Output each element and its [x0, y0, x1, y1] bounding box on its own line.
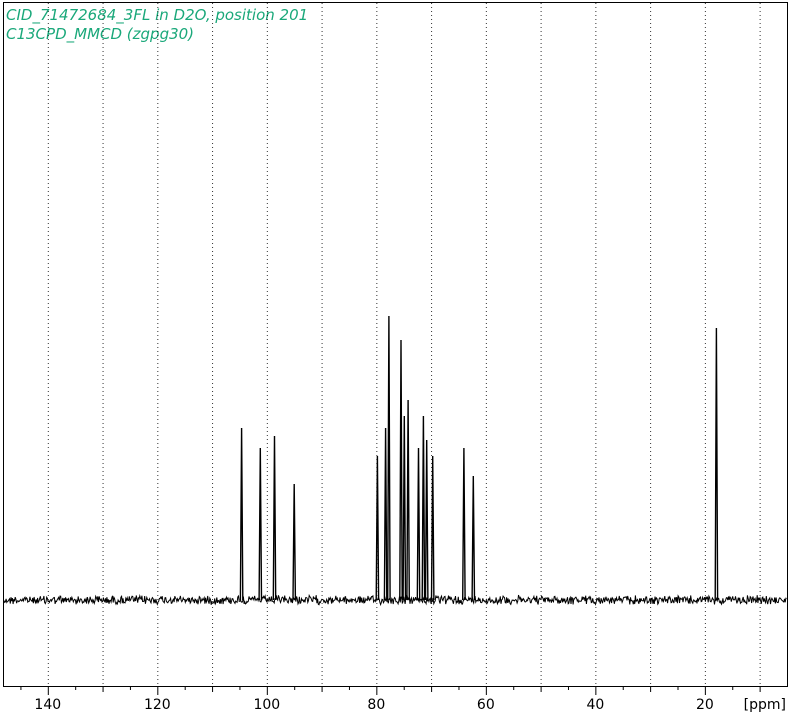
peak-6 [387, 315, 391, 601]
peak-0 [239, 427, 244, 601]
peak-1 [258, 447, 263, 601]
x-tick-label-40: 40 [586, 697, 604, 713]
chart-subtitle: C13CPD_MMCD (zgpg30) [6, 25, 195, 43]
peak-5 [383, 427, 388, 601]
peak-9 [406, 399, 410, 601]
peak-14 [462, 447, 466, 601]
x-tick-label-140: 140 [34, 697, 61, 713]
plot-frame [3, 2, 788, 687]
chart-title: CID_71472684_3FL in D2O, position 201 [6, 6, 309, 24]
x-axis-label: [ppm] [744, 697, 786, 713]
peak-11 [421, 415, 426, 601]
peak-16 [714, 327, 719, 601]
x-tick-label-100: 100 [253, 697, 280, 713]
peak-10 [416, 447, 421, 601]
x-axis: 140 120 100 80 60 40 20 [ppm] [20, 686, 786, 713]
peak-13 [430, 455, 435, 601]
x-tick-label-60: 60 [477, 697, 495, 713]
peak-8 [402, 415, 407, 601]
grid-layer [47, 3, 761, 686]
x-tick-label-20: 20 [696, 697, 714, 713]
peak-2 [272, 435, 277, 601]
peak-3 [292, 483, 297, 601]
spectrum-baseline [3, 593, 787, 607]
x-tick-label-80: 80 [367, 697, 385, 713]
peak-4 [375, 455, 380, 601]
peak-12 [424, 439, 429, 601]
peak-15 [471, 475, 476, 601]
trace-layer [3, 315, 787, 607]
x-tick-label-120: 120 [144, 697, 171, 713]
peak-7 [399, 339, 403, 601]
